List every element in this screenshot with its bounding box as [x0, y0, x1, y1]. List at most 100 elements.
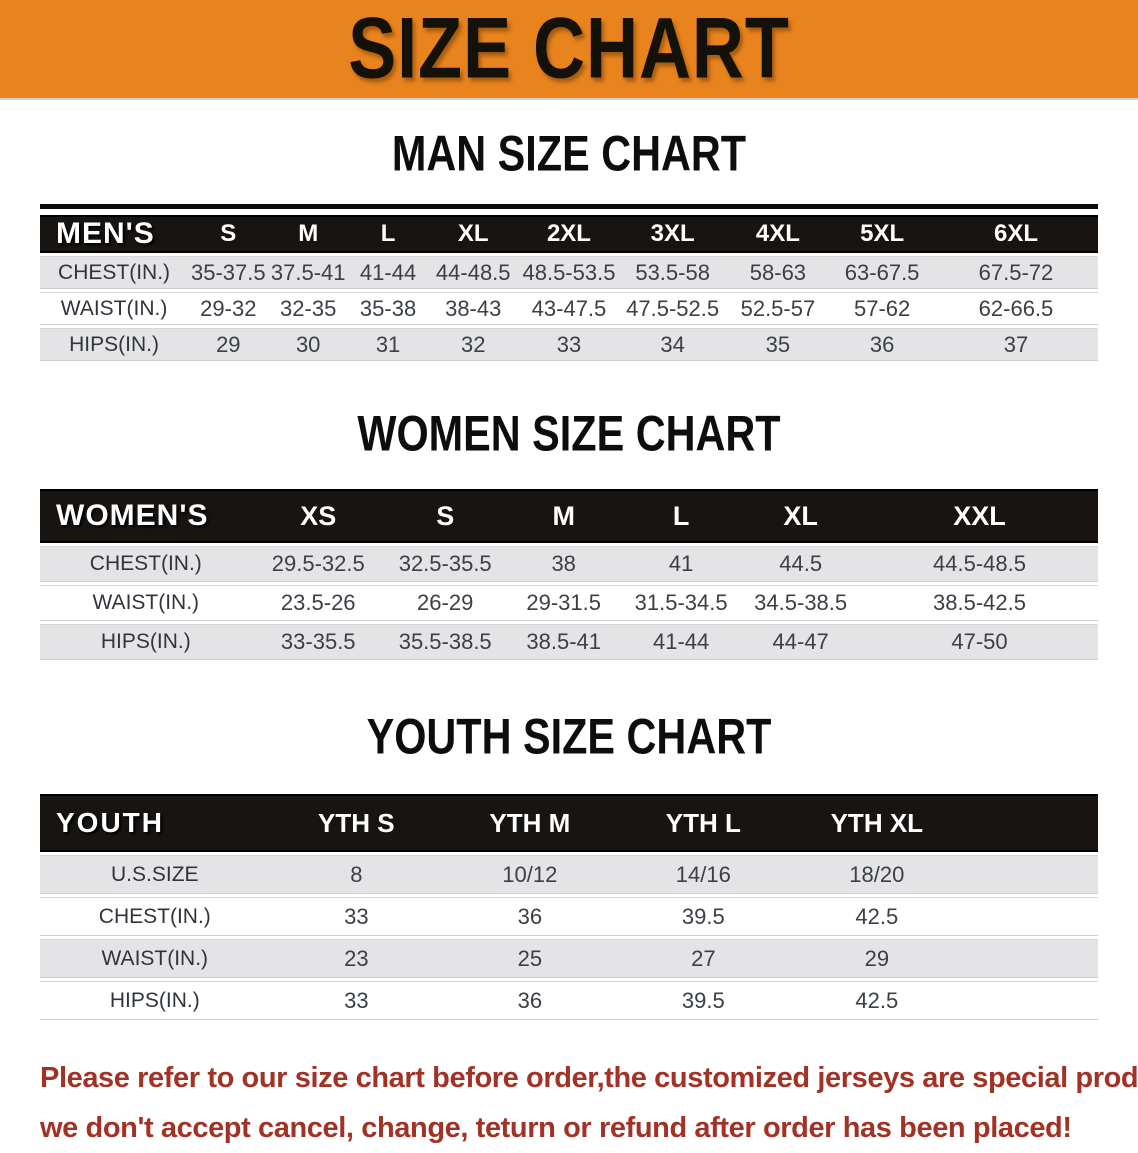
size-value: 29: [188, 328, 269, 361]
size-column-header: 3XL: [619, 215, 726, 253]
size-value: 44-48.5: [428, 256, 519, 289]
size-value: 32-35: [268, 292, 348, 325]
size-column-header: L: [347, 215, 429, 253]
size-column-header: XL: [428, 215, 519, 253]
size-value: 38.5-41: [505, 624, 622, 660]
table-row: CHEST(IN.) 33 36 39.5 42.5: [40, 897, 1098, 936]
row-label: HIPS(IN.): [40, 981, 270, 1020]
table-row: HIPS(IN.) 29 30 31 32 33 34 35 36 37: [40, 328, 1098, 361]
size-value: 30: [268, 328, 348, 361]
size-value: 44-47: [740, 624, 861, 660]
size-value: 33: [269, 981, 444, 1020]
size-value: 41-44: [347, 256, 429, 289]
size-value: 36: [830, 328, 934, 361]
size-column-header: YTH L: [616, 794, 791, 852]
size-value: 37.5-41: [268, 256, 348, 289]
row-label: U.S.SIZE: [40, 855, 270, 894]
size-value: 44.5: [740, 546, 861, 582]
table-row: WAIST(IN.) 23 25 27 29: [40, 939, 1098, 978]
size-value: 39.5: [616, 897, 791, 936]
size-column-header: 5XL: [830, 215, 934, 253]
size-value: 38-43: [428, 292, 519, 325]
order-policy-note: Please refer to our size chart before or…: [40, 1053, 1138, 1153]
size-column-header: 6XL: [933, 215, 1098, 253]
size-value: 63-67.5: [830, 256, 934, 289]
size-value: 23: [269, 939, 444, 978]
size-value: 31: [347, 328, 429, 361]
row-spacer: [963, 939, 1098, 978]
size-value: 25: [443, 939, 617, 978]
size-value: 32.5-35.5: [384, 546, 506, 582]
size-value: 29.5-32.5: [251, 546, 385, 582]
size-column-header: XS: [251, 489, 385, 543]
order-policy-note-line-2: we don't accept cancel, change, teturn o…: [40, 1112, 1072, 1144]
size-column-header: 4XL: [725, 215, 831, 253]
row-label: WAIST(IN.): [40, 585, 252, 621]
women-section-heading: WOMEN SIZE CHART: [357, 404, 781, 462]
youth-size-table-wrap: YOUTH YTH S YTH M YTH L YTH XL U.S.SIZE 8 10/12…: [40, 791, 1098, 1023]
women-size-table: WOMEN'S XS S M L XL XXL CHEST(IN.) 29.5-32.5 32.5…: [40, 486, 1098, 663]
size-value: 33-35.5: [251, 624, 385, 660]
size-value: 38.5-42.5: [860, 585, 1098, 621]
table-header-row: MEN'S S M L XL 2XL 3XL 4XL 5XL 6XL: [40, 215, 1098, 253]
size-value: 26-29: [384, 585, 506, 621]
row-label: WAIST(IN.): [40, 939, 270, 978]
size-value: 57-62: [830, 292, 934, 325]
table-row: HIPS(IN.) 33 36 39.5 42.5: [40, 981, 1098, 1020]
row-label: CHEST(IN.): [40, 256, 189, 289]
row-label: HIPS(IN.): [40, 328, 189, 361]
size-column-header: YTH XL: [790, 794, 964, 852]
size-value: 8: [269, 855, 444, 894]
size-value: 31.5-34.5: [621, 585, 741, 621]
size-value: 36: [443, 897, 617, 936]
banner-title: SIZE CHART: [348, 0, 790, 97]
table-row: CHEST(IN.) 29.5-32.5 32.5-35.5 38 41 44.5 44.5…: [40, 546, 1098, 582]
order-policy-note-line-1: Please refer to our size chart before or…: [40, 1062, 1138, 1094]
men-size-table: MEN'S S M L XL 2XL 3XL 4XL 5XL 6XL CHEST(IN.) 35-37…: [40, 212, 1098, 364]
size-value: 62-66.5: [933, 292, 1098, 325]
table-header-row: YOUTH YTH S YTH M YTH L YTH XL: [40, 794, 1098, 852]
size-value: 58-63: [725, 256, 831, 289]
size-value: 48.5-53.5: [518, 256, 620, 289]
table-row: CHEST(IN.) 35-37.5 37.5-41 41-44 44-48.5 48.5…: [40, 256, 1098, 289]
size-value: 43-47.5: [518, 292, 620, 325]
table-row: WAIST(IN.) 29-32 32-35 35-38 38-43 43-47.5 47.…: [40, 292, 1098, 325]
size-column-header: M: [268, 215, 348, 253]
size-value: 35-37.5: [188, 256, 269, 289]
size-value: 14/16: [616, 855, 791, 894]
size-value: 67.5-72: [933, 256, 1098, 289]
size-value: 41: [621, 546, 741, 582]
man-section-heading: MAN SIZE CHART: [391, 124, 747, 182]
size-value: 29-31.5: [505, 585, 622, 621]
row-spacer: [963, 897, 1098, 936]
row-spacer: [963, 855, 1098, 894]
table-header-label: MEN'S: [40, 215, 189, 253]
size-value: 29-32: [188, 292, 269, 325]
size-value: 33: [518, 328, 620, 361]
men-size-table-wrap: MEN'S S M L XL 2XL 3XL 4XL 5XL 6XL CHEST(IN.) 35-37…: [40, 204, 1098, 364]
size-value: 33: [269, 897, 444, 936]
size-column-header: S: [384, 489, 506, 543]
size-column-header: M: [505, 489, 622, 543]
size-value: 53.5-58: [619, 256, 726, 289]
row-label: CHEST(IN.): [40, 546, 252, 582]
row-spacer: [963, 981, 1098, 1020]
size-column-header: L: [621, 489, 741, 543]
size-value: 27: [616, 939, 791, 978]
women-size-table-wrap: WOMEN'S XS S M L XL XXL CHEST(IN.) 29.5-32.5 32.5…: [40, 486, 1098, 663]
size-column-header: 2XL: [518, 215, 620, 253]
table-row: HIPS(IN.) 33-35.5 35.5-38.5 38.5-41 41-44 44-…: [40, 624, 1098, 660]
size-value: 32: [428, 328, 519, 361]
size-value: 42.5: [790, 981, 964, 1020]
row-label: WAIST(IN.): [40, 292, 189, 325]
table-header-label: YOUTH: [40, 794, 270, 852]
header-spacer: [963, 794, 1098, 852]
table-header-label: WOMEN'S: [40, 489, 252, 543]
size-value: 29: [790, 939, 964, 978]
table-header-row: WOMEN'S XS S M L XL XXL: [40, 489, 1098, 543]
size-value: 47-50: [860, 624, 1098, 660]
size-value: 18/20: [790, 855, 964, 894]
table-row: U.S.SIZE 8 10/12 14/16 18/20: [40, 855, 1098, 894]
size-value: 10/12: [443, 855, 617, 894]
